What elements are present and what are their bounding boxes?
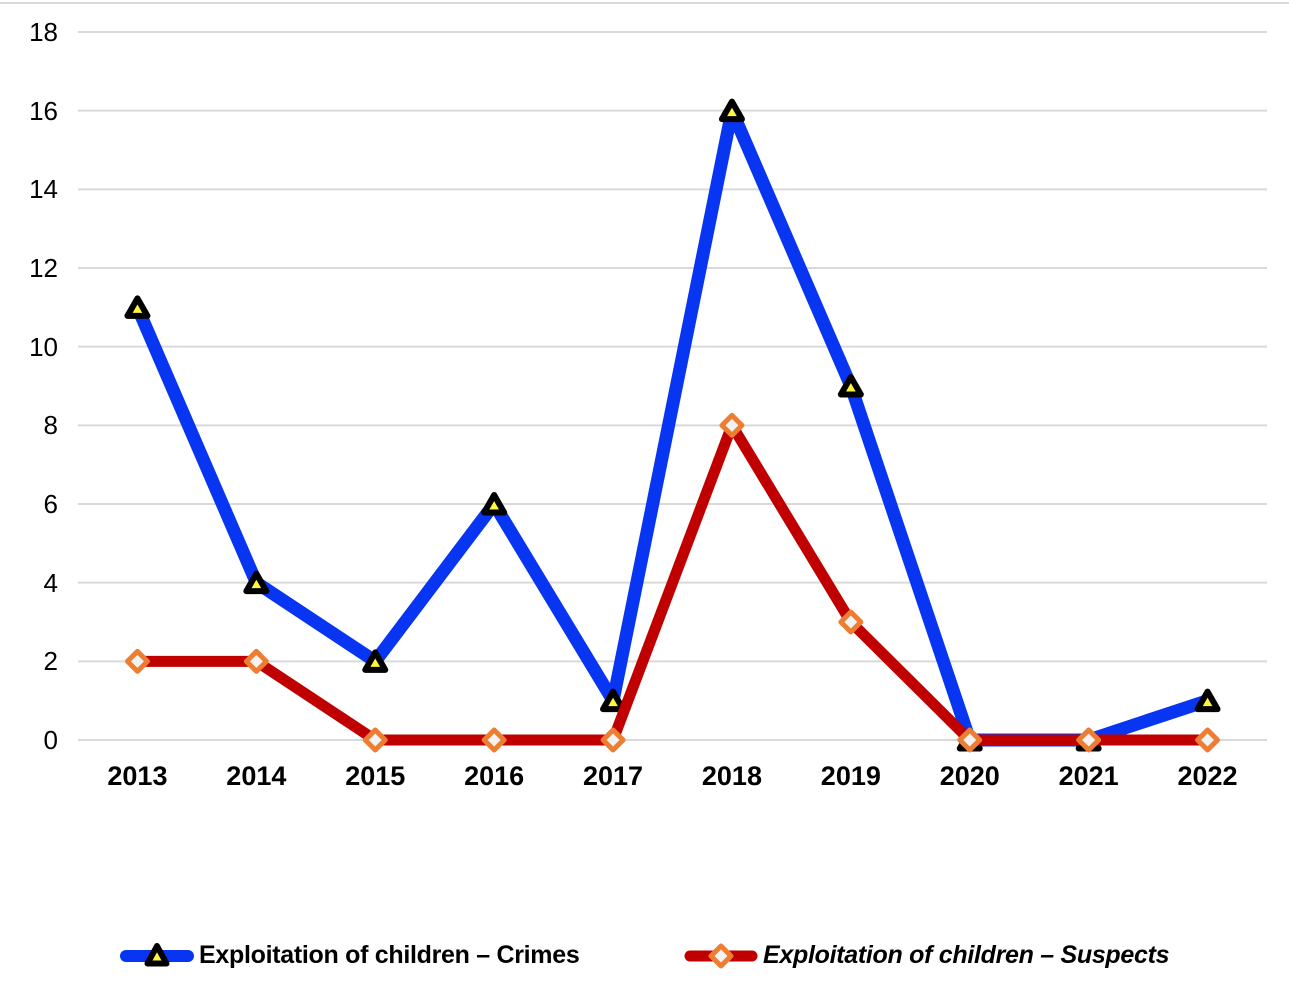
y-axis-tick-label: 8 bbox=[43, 410, 58, 441]
x-axis-tick-label: 2020 bbox=[939, 761, 1000, 791]
y-axis-tick-label: 2 bbox=[43, 646, 58, 677]
y-axis-tick-label: 12 bbox=[29, 253, 58, 283]
y-axis-tick-label: 18 bbox=[29, 17, 58, 47]
x-axis-tick-label: 2022 bbox=[1177, 761, 1238, 791]
y-axis-tick-label: 4 bbox=[43, 567, 58, 598]
legend-label-suspects: Exploitation of children – Suspects bbox=[763, 941, 1170, 969]
y-axis-tick-label: 16 bbox=[29, 95, 58, 126]
x-axis-tick-label: 2015 bbox=[345, 761, 406, 791]
x-axis-tick-label: 2021 bbox=[1058, 761, 1119, 791]
y-axis-tick-label: 0 bbox=[43, 725, 58, 755]
x-axis-tick-label: 2019 bbox=[820, 761, 881, 791]
y-axis-tick-label: 6 bbox=[43, 489, 58, 519]
suspects-line-diamond-icon bbox=[684, 943, 758, 968]
crimes-line-triangle-icon bbox=[120, 942, 194, 966]
x-axis-tick-label: 2014 bbox=[226, 761, 287, 791]
chart-legend: Exploitation of children – Crimes Exploi… bbox=[0, 941, 1289, 975]
y-axis-tick-label: 10 bbox=[29, 331, 58, 362]
legend-item-suspects: Exploitation of children – Suspects bbox=[682, 941, 1170, 970]
legend-item-crimes: Exploitation of children – Crimes bbox=[118, 941, 580, 970]
x-axis-tick-label: 2013 bbox=[107, 761, 168, 791]
x-axis-tick-label: 2018 bbox=[701, 761, 762, 791]
y-axis-tick-label: 14 bbox=[29, 174, 58, 205]
x-axis-tick-label: 2016 bbox=[464, 761, 525, 791]
x-axis-tick-label: 2017 bbox=[583, 761, 644, 791]
legend-label-crimes: Exploitation of children – Crimes bbox=[199, 941, 580, 969]
